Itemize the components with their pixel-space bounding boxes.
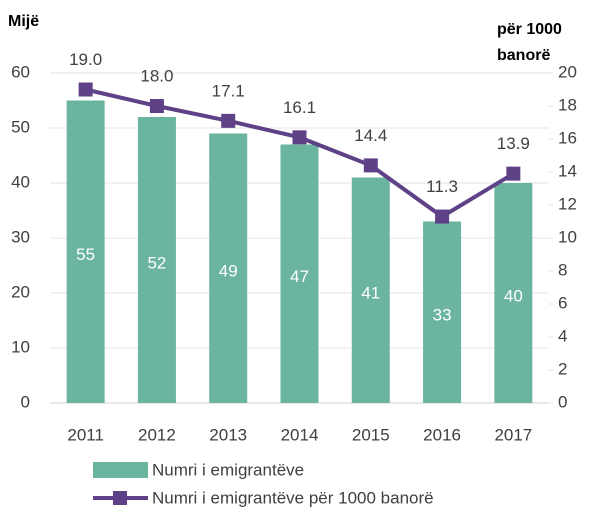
y-tick-label: 10 — [11, 337, 30, 356]
y2-tick-label: 18 — [558, 95, 577, 114]
line-marker — [78, 82, 93, 97]
y2-tick-label: 6 — [558, 293, 567, 312]
y2-tick-label: 2 — [558, 359, 567, 378]
legend-label: Numri i emigrantëve për 1000 banorë — [152, 488, 434, 507]
bar — [66, 100, 105, 403]
y2-tick-label: 20 — [558, 62, 577, 81]
x-tick-label: 2015 — [352, 425, 390, 444]
line-label: 13.9 — [497, 134, 530, 153]
y2-tick-label: 0 — [558, 392, 567, 411]
bar — [423, 221, 462, 403]
bar-label: 41 — [361, 284, 380, 303]
legend-label: Numri i emigrantëve — [152, 460, 304, 479]
y-tick-label: 0 — [21, 392, 30, 411]
y2-tick-label: 10 — [558, 227, 577, 246]
x-tick-label: 2013 — [209, 425, 247, 444]
bar — [209, 133, 248, 403]
line-marker — [506, 166, 521, 181]
line-label: 17.1 — [212, 81, 245, 100]
x-tick-label: 2011 — [67, 425, 104, 444]
line-label: 19.0 — [69, 50, 102, 69]
x-tick-label: 2016 — [423, 425, 461, 444]
bar-label: 40 — [504, 286, 523, 305]
x-tick-label: 2014 — [281, 425, 319, 444]
line-marker — [149, 99, 164, 113]
line-label: 18.0 — [140, 66, 173, 85]
y-tick-label: 60 — [11, 62, 30, 81]
y2-tick-label: 12 — [558, 194, 577, 213]
y2-tick-label: 14 — [558, 161, 577, 180]
bar-label: 47 — [290, 267, 309, 286]
y2-tick-label: 8 — [558, 260, 567, 279]
bar-label: 55 — [76, 245, 95, 264]
y-tick-label: 20 — [11, 282, 30, 301]
y-tick-label: 40 — [11, 172, 30, 191]
line-label: 11.3 — [426, 177, 458, 196]
y-tick-label: 50 — [11, 117, 30, 136]
bar-label: 33 — [433, 306, 452, 325]
bar — [137, 117, 176, 403]
bar — [494, 183, 533, 403]
legend-swatch — [93, 462, 148, 478]
line-marker — [435, 209, 450, 224]
y2-axis-title: banorë — [497, 47, 550, 64]
line-label: 16.1 — [283, 98, 316, 117]
y-tick-label: 30 — [11, 227, 30, 246]
y2-tick-label: 4 — [558, 326, 567, 345]
y2-tick-label: 16 — [558, 128, 577, 147]
y-axis-title: Mijë — [8, 13, 39, 30]
bar — [351, 177, 390, 403]
bar-label: 49 — [219, 262, 238, 281]
line-marker — [292, 130, 307, 145]
x-tick-label: 2017 — [494, 425, 532, 444]
x-tick-label: 2012 — [138, 425, 176, 444]
bar — [280, 144, 319, 403]
line-label: 14.4 — [354, 126, 387, 145]
line-marker — [363, 158, 378, 173]
legend-swatch — [113, 491, 127, 505]
y2-axis-title: për 1000 — [497, 21, 562, 38]
line-marker — [221, 113, 236, 128]
bar-label: 52 — [147, 253, 166, 272]
